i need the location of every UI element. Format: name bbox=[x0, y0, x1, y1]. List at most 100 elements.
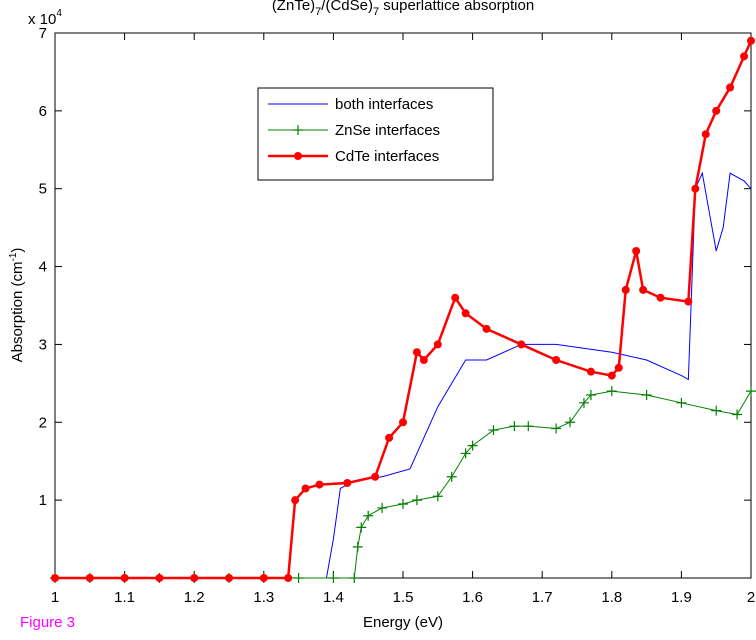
marker-plus bbox=[578, 397, 589, 408]
marker-plus bbox=[328, 573, 339, 583]
marker-dot bbox=[461, 309, 470, 318]
marker-dot bbox=[301, 484, 310, 493]
marker-plus bbox=[460, 448, 471, 459]
marker-plus bbox=[411, 495, 422, 506]
marker-plus bbox=[293, 573, 304, 583]
marker-dot bbox=[552, 356, 561, 364]
x-tick-label: 2 bbox=[747, 589, 755, 606]
marker-dot bbox=[259, 574, 268, 582]
marker-dot bbox=[639, 285, 648, 294]
marker-dot bbox=[740, 52, 749, 61]
marker-dot bbox=[632, 247, 641, 255]
marker-dot bbox=[691, 184, 700, 193]
x-tick-label: 1.4 bbox=[323, 589, 344, 606]
x-axis-label: Energy (eV) bbox=[363, 614, 443, 631]
marker-dot bbox=[284, 574, 293, 582]
marker-dot bbox=[155, 574, 164, 582]
legend-label: ZnSe interfaces bbox=[335, 122, 440, 139]
marker-dot bbox=[586, 367, 595, 376]
marker-dot bbox=[656, 293, 665, 302]
marker-plus bbox=[377, 502, 388, 513]
title-part: /(CdSe) bbox=[321, 0, 373, 14]
x-tick-label: 1.2 bbox=[184, 589, 205, 606]
x-tick-label: 1.3 bbox=[253, 589, 274, 606]
marker-plus bbox=[606, 386, 617, 397]
marker-plus bbox=[509, 421, 520, 432]
y-tick-label: 2 bbox=[39, 414, 47, 431]
marker-dot bbox=[684, 297, 693, 306]
title-part: 7 bbox=[315, 6, 321, 18]
marker-dot bbox=[51, 574, 59, 582]
label-part: -1 bbox=[8, 252, 19, 261]
title-part: 7 bbox=[373, 6, 379, 18]
x-tick-label: 1.7 bbox=[532, 589, 553, 606]
marker-dot bbox=[517, 340, 526, 349]
marker-dot bbox=[607, 371, 616, 380]
marker-plus bbox=[356, 522, 367, 533]
x-tick-label: 1.8 bbox=[601, 589, 622, 606]
y-tick-label: 6 bbox=[39, 103, 47, 120]
y-axis-label: Absorption (cm-1) bbox=[8, 248, 26, 363]
marker-dot bbox=[315, 480, 324, 489]
marker-dot bbox=[726, 83, 735, 92]
legend-marker bbox=[294, 152, 302, 160]
y-tick-label: 3 bbox=[39, 336, 47, 353]
marker-plus bbox=[349, 573, 360, 583]
legend-label: CdTe interfaces bbox=[335, 148, 439, 165]
marker-dot bbox=[433, 340, 442, 349]
x-tick-label: 1.6 bbox=[462, 589, 483, 606]
marker-plus bbox=[676, 397, 687, 408]
y-multiplier: x 104 bbox=[28, 8, 62, 28]
marker-plus bbox=[488, 425, 499, 436]
legend-box bbox=[257, 87, 494, 181]
y-tick-label: 7 bbox=[39, 25, 47, 42]
x-tick-label: 1.1 bbox=[114, 589, 135, 606]
marker-dot bbox=[343, 479, 352, 488]
marker-dot bbox=[120, 574, 129, 582]
annotation: Figure 3 bbox=[20, 614, 75, 631]
marker-plus bbox=[711, 405, 722, 416]
marker-dot bbox=[225, 574, 233, 582]
x-tick-label: 1 bbox=[51, 589, 59, 606]
marker-plus bbox=[398, 499, 408, 510]
y-tick-label: 5 bbox=[39, 181, 47, 198]
marker-plus bbox=[467, 440, 478, 451]
x-tick-label: 1.9 bbox=[671, 589, 692, 606]
marker-plus bbox=[523, 421, 534, 432]
marker-plus bbox=[352, 541, 363, 552]
title-part: (ZnTe) bbox=[272, 0, 315, 14]
marker-plus bbox=[641, 390, 652, 401]
marker-dot bbox=[712, 106, 721, 115]
marker-plus bbox=[565, 417, 576, 428]
marker-plus bbox=[551, 423, 562, 434]
marker-dot bbox=[85, 574, 94, 582]
marker-dot bbox=[614, 363, 623, 372]
marker-dot bbox=[399, 418, 407, 427]
y-tick-label: 4 bbox=[39, 259, 47, 276]
marker-dot bbox=[385, 433, 394, 442]
marker-plus bbox=[746, 386, 756, 397]
marker-dot bbox=[621, 285, 630, 294]
label-part: Absorption (cm bbox=[9, 262, 26, 363]
multiplier-part: x 10 bbox=[28, 11, 56, 28]
marker-plus bbox=[432, 491, 443, 502]
legend-marker bbox=[293, 125, 303, 135]
marker-dot bbox=[482, 324, 491, 333]
label-part: ) bbox=[9, 248, 26, 253]
y-tick-label: 1 bbox=[39, 492, 47, 509]
legend-label: both interfaces bbox=[335, 96, 433, 113]
chart-title: (ZnTe)7/(CdSe)7 superlattice absorption bbox=[272, 0, 534, 18]
marker-dot bbox=[190, 574, 199, 582]
multiplier-part: 4 bbox=[56, 8, 62, 19]
x-tick-label: 1.5 bbox=[393, 589, 414, 606]
marker-plus bbox=[446, 471, 457, 482]
marker-dot bbox=[419, 356, 428, 364]
marker-dot bbox=[412, 348, 421, 357]
marker-plus bbox=[363, 510, 374, 521]
marker-plus bbox=[732, 409, 743, 420]
marker-dot bbox=[291, 496, 300, 505]
marker-dot bbox=[747, 36, 755, 45]
marker-dot bbox=[451, 293, 460, 302]
title-part: superlattice absorption bbox=[379, 0, 534, 14]
marker-dot bbox=[371, 472, 380, 481]
